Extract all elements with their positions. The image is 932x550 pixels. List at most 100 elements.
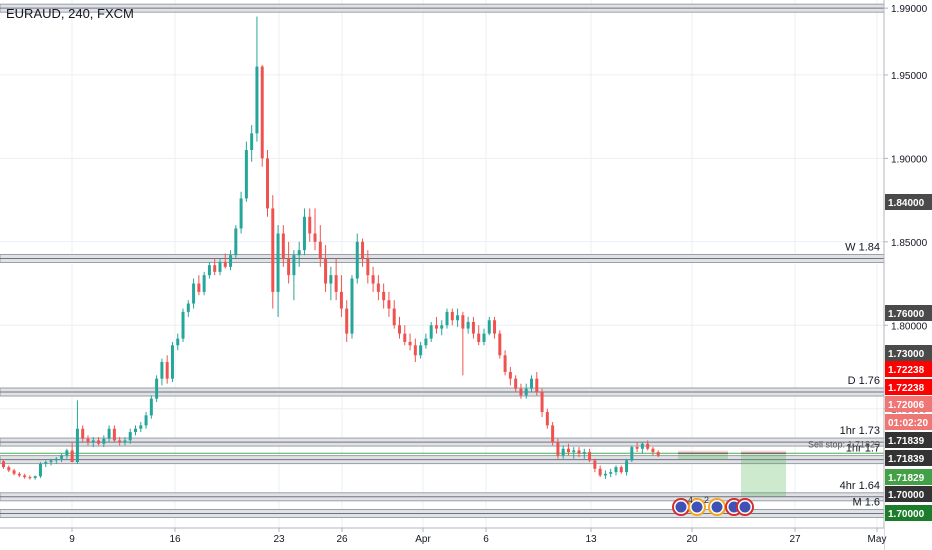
candle-down bbox=[361, 241, 365, 259]
candle-up bbox=[292, 255, 296, 276]
candle-down bbox=[619, 467, 623, 473]
price-badge bbox=[885, 450, 932, 466]
candle-down bbox=[308, 216, 312, 234]
candle-up bbox=[603, 473, 607, 476]
price-badge-label: 1.72006 bbox=[888, 400, 925, 411]
candle-up bbox=[160, 361, 164, 379]
candle-up bbox=[33, 476, 37, 478]
candle-up bbox=[234, 228, 238, 256]
candle-down bbox=[339, 291, 343, 309]
candle-down bbox=[392, 308, 396, 326]
candle-up bbox=[419, 345, 423, 356]
time-axis-label: 26 bbox=[336, 534, 348, 545]
price-badge bbox=[885, 305, 932, 321]
price-badge bbox=[885, 432, 932, 448]
candle-up bbox=[229, 255, 233, 267]
price-badge-label: 1.76000 bbox=[888, 309, 925, 320]
candle-up bbox=[149, 398, 153, 416]
candle-up bbox=[139, 425, 143, 429]
sell-stop-label: Sell stop: 1.71829 bbox=[808, 439, 880, 449]
candle-up bbox=[181, 311, 185, 339]
candle-down bbox=[493, 320, 497, 334]
candle-down bbox=[12, 470, 16, 474]
candle-down bbox=[656, 452, 660, 456]
candle-down bbox=[23, 475, 27, 478]
candle-up bbox=[134, 428, 137, 433]
horizontal-level-label: 1hr 1.73 bbox=[840, 425, 880, 437]
candle-down bbox=[398, 325, 401, 334]
candle-up bbox=[49, 460, 53, 463]
candle-up bbox=[75, 428, 79, 463]
candle-down bbox=[271, 208, 275, 292]
candle-down bbox=[450, 311, 454, 321]
candle-down bbox=[593, 460, 597, 469]
candle-up bbox=[54, 458, 58, 461]
candle-up bbox=[429, 325, 433, 339]
time-axis-label: 6 bbox=[483, 534, 489, 545]
candle-down bbox=[97, 440, 101, 444]
time-axis-label: May bbox=[868, 534, 887, 545]
event-icon-globe bbox=[739, 501, 751, 513]
candle-up bbox=[350, 278, 354, 334]
time-axis-label: 13 bbox=[585, 534, 597, 545]
candle-up bbox=[582, 452, 586, 454]
candle-down bbox=[213, 265, 217, 272]
candle-up bbox=[186, 303, 190, 312]
candle-up bbox=[60, 455, 64, 459]
price-badge-label: 1.70000 bbox=[888, 490, 925, 501]
price-axis-label: 1.85000 bbox=[891, 238, 928, 249]
candle-up bbox=[297, 250, 301, 256]
candle-down bbox=[223, 261, 227, 267]
position-2-target-zone bbox=[741, 453, 786, 497]
price-axis-label: 1.95000 bbox=[891, 71, 928, 82]
candle-down bbox=[434, 325, 438, 329]
candle-down bbox=[118, 440, 122, 443]
time-axis bbox=[0, 528, 884, 550]
candle-up bbox=[65, 450, 69, 456]
candle-up bbox=[440, 325, 444, 329]
candle-down bbox=[540, 392, 544, 413]
candle-up bbox=[218, 261, 222, 272]
candle-down bbox=[566, 448, 570, 453]
candle-up bbox=[202, 275, 206, 292]
candle-up bbox=[609, 472, 613, 474]
candle-up bbox=[424, 338, 428, 346]
candle-down bbox=[535, 378, 539, 393]
candle-down bbox=[81, 428, 85, 439]
candle-down bbox=[366, 258, 370, 276]
candle-up bbox=[128, 432, 132, 441]
candle-up bbox=[144, 415, 148, 426]
candle-up bbox=[239, 198, 243, 229]
candle-down bbox=[551, 425, 555, 443]
price-badge-label: 1.73000 bbox=[888, 349, 925, 360]
candle-down bbox=[266, 158, 269, 209]
candle-up bbox=[44, 462, 48, 464]
price-badge-label: 1.72238 bbox=[888, 383, 925, 394]
candle-up bbox=[123, 440, 127, 443]
horizontal-level-label: 1hr 1.7 bbox=[846, 443, 880, 455]
candle-up bbox=[276, 233, 280, 292]
horizontal-level-label: W 1.84 bbox=[845, 241, 880, 253]
candle-up bbox=[329, 275, 333, 284]
candle-up bbox=[482, 333, 486, 342]
candle-down bbox=[287, 258, 291, 276]
price-axis-label: 1.99000 bbox=[891, 4, 928, 15]
price-badge-label: 1.71839 bbox=[888, 436, 925, 447]
candle-down bbox=[413, 345, 417, 356]
candle-down bbox=[260, 66, 264, 159]
candle-up bbox=[445, 311, 449, 326]
candle-up bbox=[355, 241, 359, 279]
candle-down bbox=[514, 378, 518, 389]
candle-down bbox=[7, 467, 11, 471]
price-axis-label: 1.80000 bbox=[891, 321, 928, 332]
candle-down bbox=[598, 468, 602, 476]
candle-up bbox=[255, 66, 259, 134]
candle-up bbox=[456, 315, 460, 321]
event-count-label: 2 bbox=[704, 495, 709, 505]
time-axis-label: 27 bbox=[789, 534, 801, 545]
candle-up bbox=[614, 467, 618, 473]
price-badge bbox=[885, 486, 932, 502]
candle-down bbox=[403, 333, 407, 342]
